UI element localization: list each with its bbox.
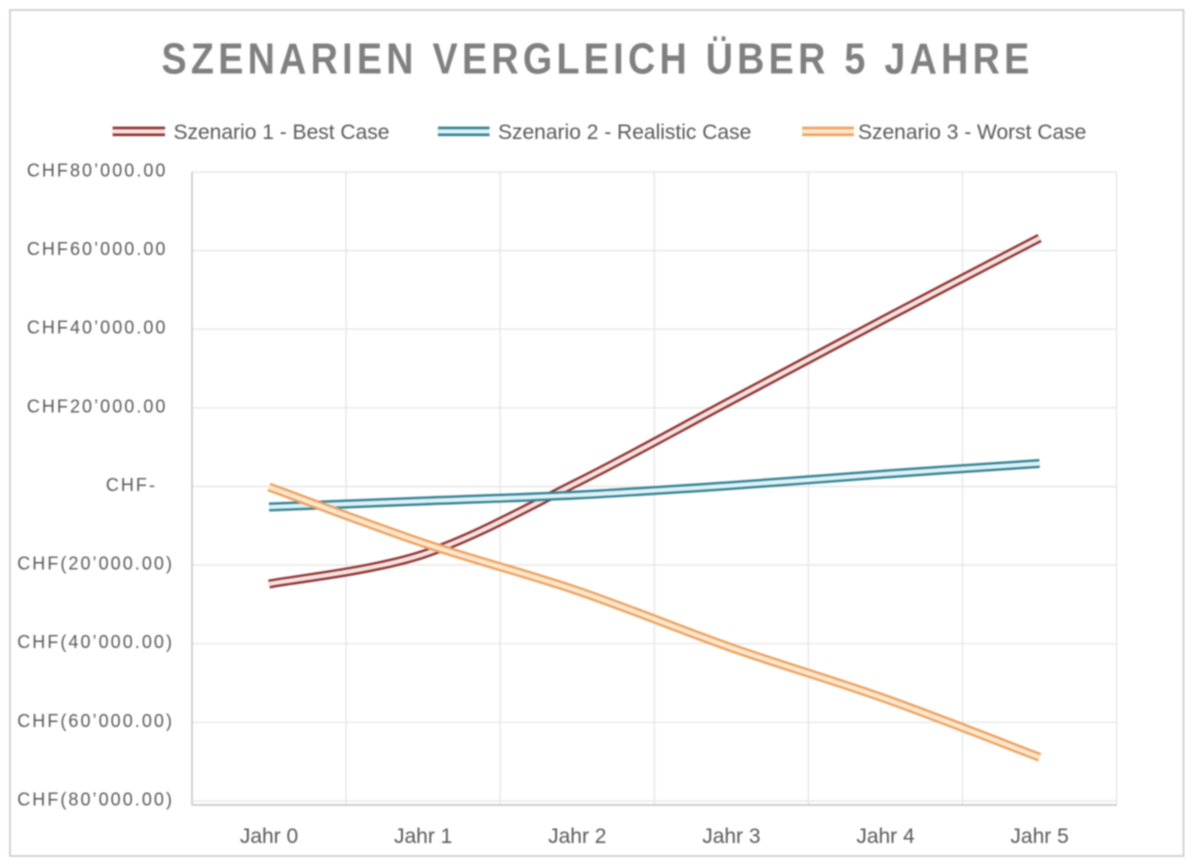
svg-text:Jahr 3: Jahr 3 (702, 825, 760, 848)
svg-text:Jahr 5: Jahr 5 (1010, 825, 1068, 848)
svg-text:CHF(80’000.00): CHF(80’000.00) (17, 790, 174, 810)
svg-text:CHF-: CHF- (106, 475, 157, 495)
svg-text:SZENARIEN VERGLEICH ÜBER 5 JAH: SZENARIEN VERGLEICH ÜBER 5 JAHRE (162, 35, 1034, 84)
svg-text:CHF60’000.00: CHF60’000.00 (27, 239, 168, 259)
svg-text:CHF20’000.00: CHF20’000.00 (27, 396, 168, 416)
svg-text:Jahr 1: Jahr 1 (394, 825, 452, 848)
svg-text:Jahr 2: Jahr 2 (548, 825, 606, 848)
svg-text:CHF(20’000.00): CHF(20’000.00) (17, 554, 174, 574)
svg-text:CHF40’000.00: CHF40’000.00 (27, 318, 168, 338)
svg-text:CHF(60’000.00): CHF(60’000.00) (17, 711, 174, 731)
svg-text:CHF(40’000.00): CHF(40’000.00) (17, 632, 174, 652)
svg-text:Jahr 4: Jahr 4 (856, 825, 915, 848)
svg-text:Jahr 0: Jahr 0 (240, 825, 298, 848)
svg-text:Szenario 1 - Best Case: Szenario 1 - Best Case (174, 121, 390, 144)
svg-text:Szenario 2 - Realistic Case: Szenario 2 - Realistic Case (498, 121, 751, 144)
svg-text:Szenario 3 - Worst Case: Szenario 3 - Worst Case (858, 121, 1086, 144)
svg-text:CHF80’000.00: CHF80’000.00 (27, 161, 168, 181)
